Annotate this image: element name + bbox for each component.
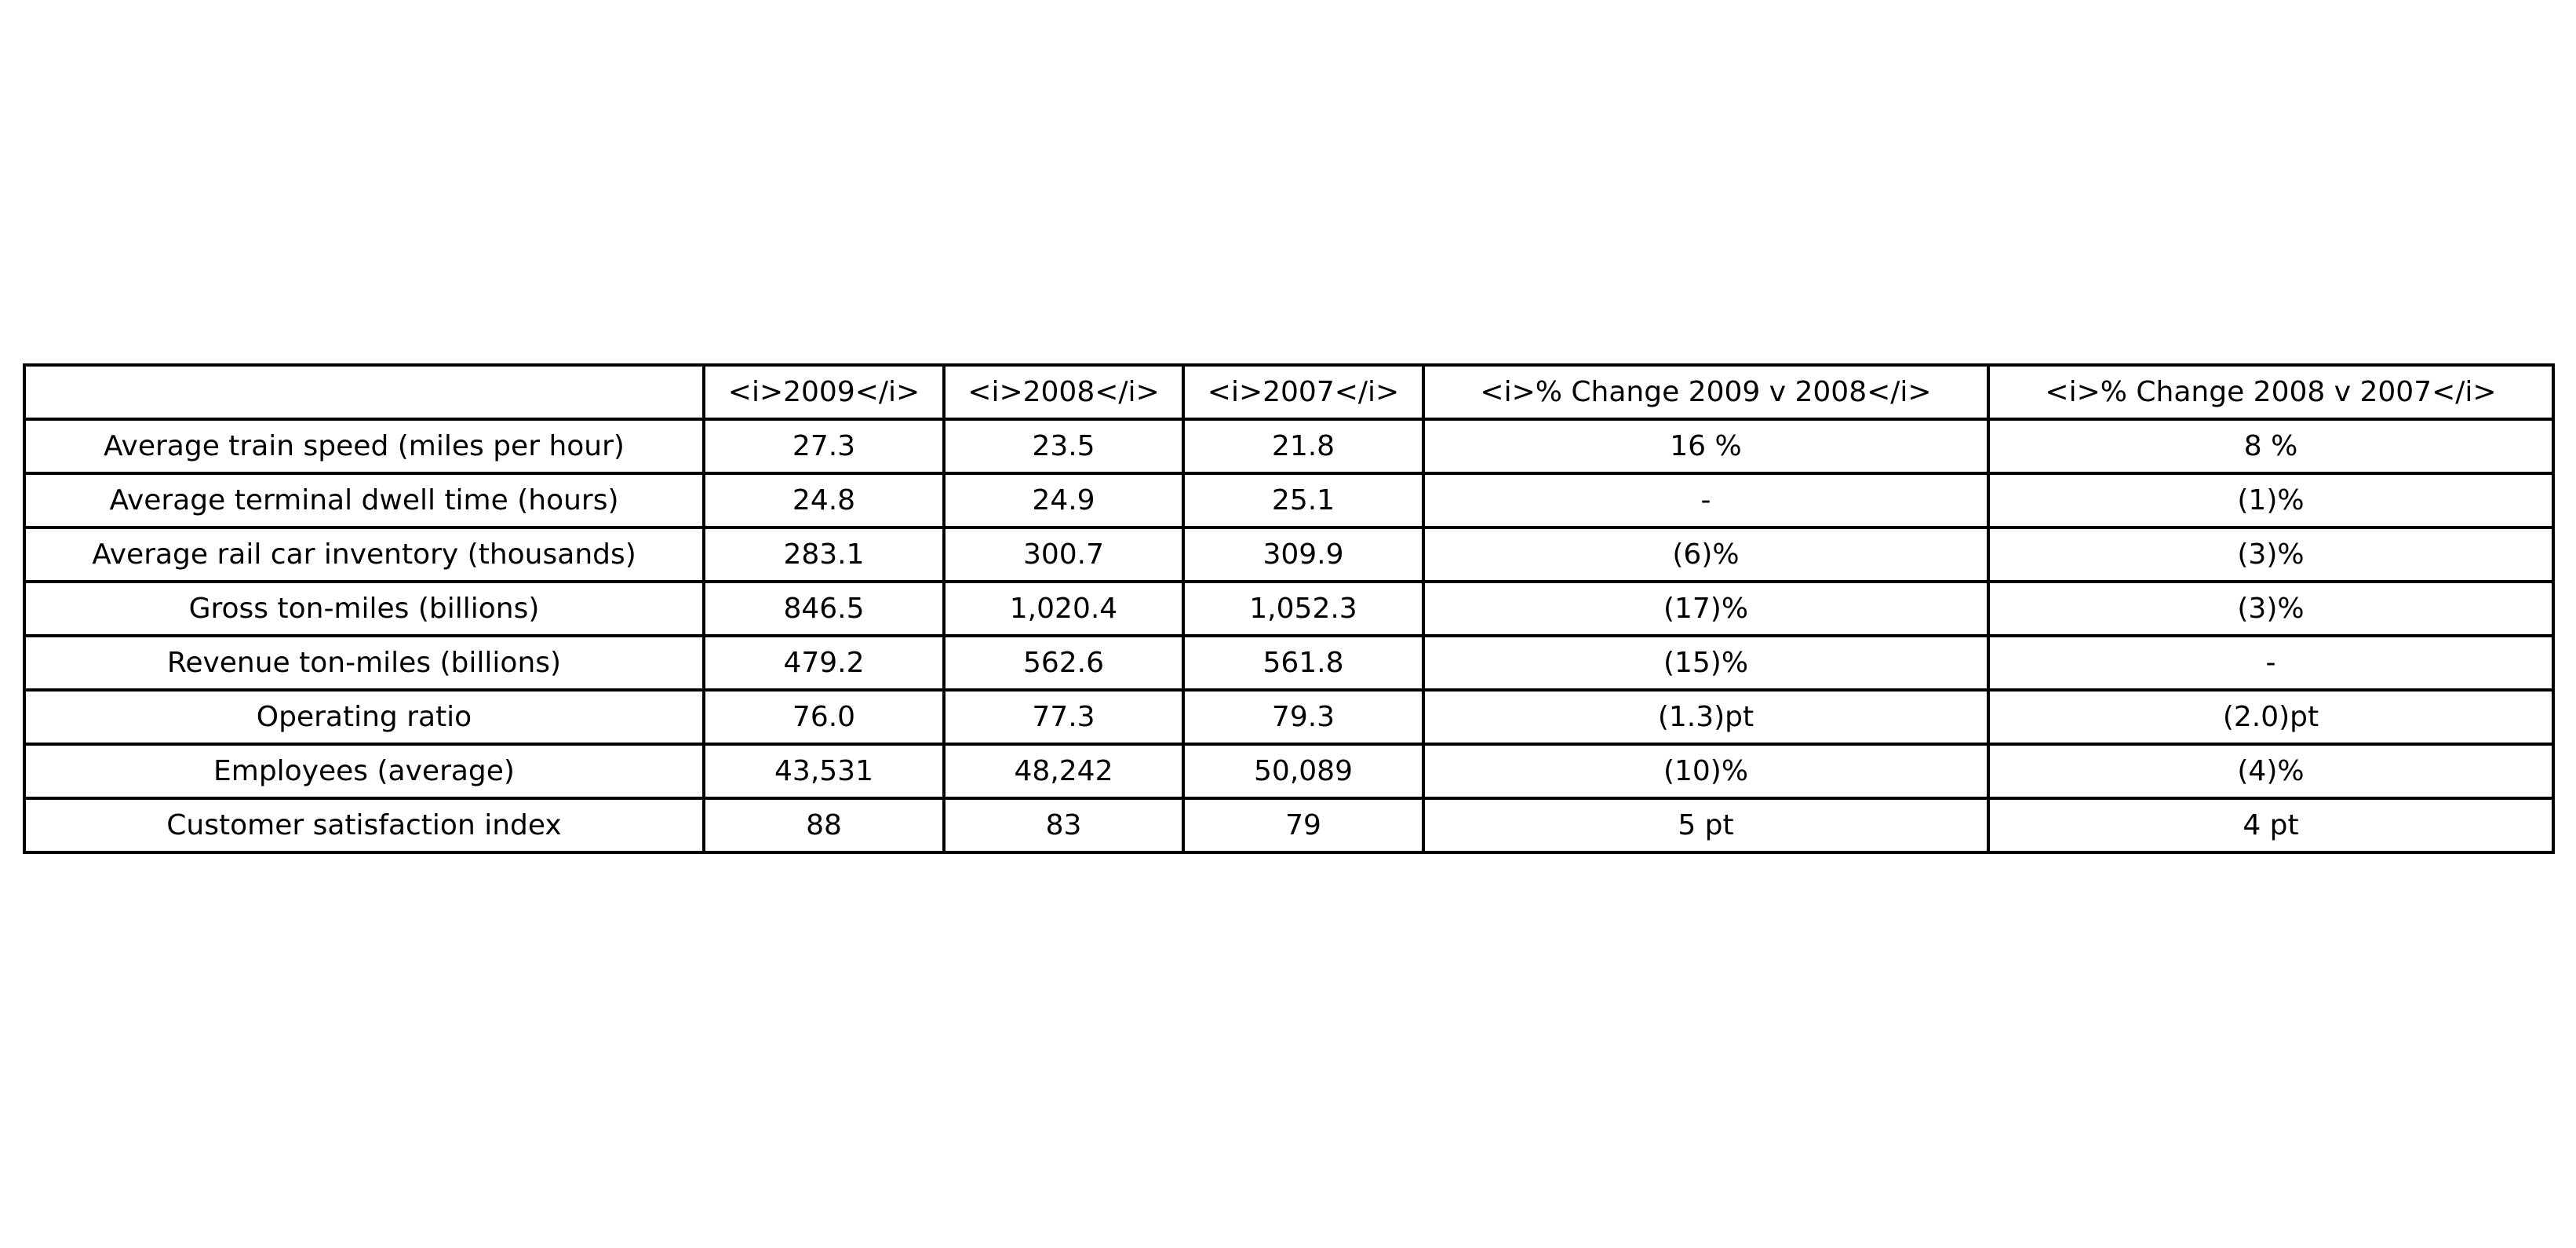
header-cell-2008: <i>2008</i> <box>942 363 1185 421</box>
change-2009-v-2008-cell: (6)% <box>1422 526 1990 583</box>
table-row: Gross ton-miles (billions) 846.5 1,020.4 1,… <box>23 580 2555 637</box>
change-2009-v-2008-cell: (17)% <box>1422 580 1990 637</box>
value-2008-cell: 1,020.4 <box>942 580 1185 637</box>
value-2008-cell: 77.3 <box>942 688 1185 746</box>
value-2007-cell: 21.8 <box>1182 418 1425 475</box>
table-row: Operating ratio 76.0 77.3 79.3 (1.3)pt (2.0)p… <box>23 688 2555 746</box>
change-2008-v-2007-cell: (2.0)pt <box>1987 688 2555 746</box>
row-label-cell: Employees (average) <box>23 743 705 800</box>
change-2008-v-2007-cell: (1)% <box>1987 472 2555 529</box>
row-label-cell: Average terminal dwell time (hours) <box>23 472 705 529</box>
header-cell-2007: <i>2007</i> <box>1182 363 1425 421</box>
value-2008-cell: 300.7 <box>942 526 1185 583</box>
header-cell-change-2008-v-2007: <i>% Change 2008 v 2007</i> <box>1987 363 2555 421</box>
table-row: Average rail car inventory (thousands) 28… <box>23 526 2555 583</box>
value-2007-cell: 79.3 <box>1182 688 1425 746</box>
table-header-row: <i>2009</i> <i>2008</i> <i>2007</i> <i>%… <box>23 363 2555 421</box>
value-2009-cell: 76.0 <box>702 688 946 746</box>
value-2007-cell: 309.9 <box>1182 526 1425 583</box>
value-2009-cell: 24.8 <box>702 472 946 529</box>
row-label-cell: Operating ratio <box>23 688 705 746</box>
change-2009-v-2008-cell: (15)% <box>1422 634 1990 692</box>
change-2008-v-2007-cell: (3)% <box>1987 580 2555 637</box>
value-2008-cell: 562.6 <box>942 634 1185 692</box>
table-body: Average train speed (miles per hour) 27.3… <box>23 418 2555 854</box>
change-2009-v-2008-cell: - <box>1422 472 1990 529</box>
value-2008-cell: 83 <box>942 797 1185 854</box>
header-cell-change-2009-v-2008: <i>% Change 2009 v 2008</i> <box>1422 363 1990 421</box>
value-2008-cell: 23.5 <box>942 418 1185 475</box>
change-2009-v-2008-cell: (10)% <box>1422 743 1990 800</box>
table-row: Average terminal dwell time (hours) 24.8 2… <box>23 472 2555 529</box>
header-cell-label <box>23 363 705 421</box>
table-row: Customer satisfaction index 88 83 79 5 pt 4 p… <box>23 797 2555 854</box>
value-2009-cell: 88 <box>702 797 946 854</box>
change-2008-v-2007-cell: (3)% <box>1987 526 2555 583</box>
value-2009-cell: 846.5 <box>702 580 946 637</box>
value-2007-cell: 1,052.3 <box>1182 580 1425 637</box>
table-row: Revenue ton-miles (billions) 479.2 562.6 56… <box>23 634 2555 692</box>
value-2007-cell: 561.8 <box>1182 634 1425 692</box>
change-2009-v-2008-cell: 16 % <box>1422 418 1990 475</box>
change-2008-v-2007-cell: (4)% <box>1987 743 2555 800</box>
change-2008-v-2007-cell: 8 % <box>1987 418 2555 475</box>
row-label-cell: Customer satisfaction index <box>23 797 705 854</box>
change-2009-v-2008-cell: (1.3)pt <box>1422 688 1990 746</box>
change-2008-v-2007-cell: - <box>1987 634 2555 692</box>
row-label-cell: Revenue ton-miles (billions) <box>23 634 705 692</box>
change-2008-v-2007-cell: 4 pt <box>1987 797 2555 854</box>
value-2008-cell: 24.9 <box>942 472 1185 529</box>
value-2008-cell: 48,242 <box>942 743 1185 800</box>
value-2009-cell: 43,531 <box>702 743 946 800</box>
value-2007-cell: 79 <box>1182 797 1425 854</box>
value-2007-cell: 25.1 <box>1182 472 1425 529</box>
table-row: Average train speed (miles per hour) 27.3… <box>23 418 2555 475</box>
value-2009-cell: 479.2 <box>702 634 946 692</box>
row-label-cell: Gross ton-miles (billions) <box>23 580 705 637</box>
value-2009-cell: 27.3 <box>702 418 946 475</box>
value-2009-cell: 283.1 <box>702 526 946 583</box>
row-label-cell: Average rail car inventory (thousands) <box>23 526 705 583</box>
header-cell-2009: <i>2009</i> <box>702 363 946 421</box>
value-2007-cell: 50,089 <box>1182 743 1425 800</box>
change-2009-v-2008-cell: 5 pt <box>1422 797 1990 854</box>
row-label-cell: Average train speed (miles per hour) <box>23 418 705 475</box>
table-row: Employees (average) 43,531 48,242 50,089 (10… <box>23 743 2555 800</box>
data-table: <i>2009</i> <i>2008</i> <i>2007</i> <i>%… <box>23 363 2555 854</box>
